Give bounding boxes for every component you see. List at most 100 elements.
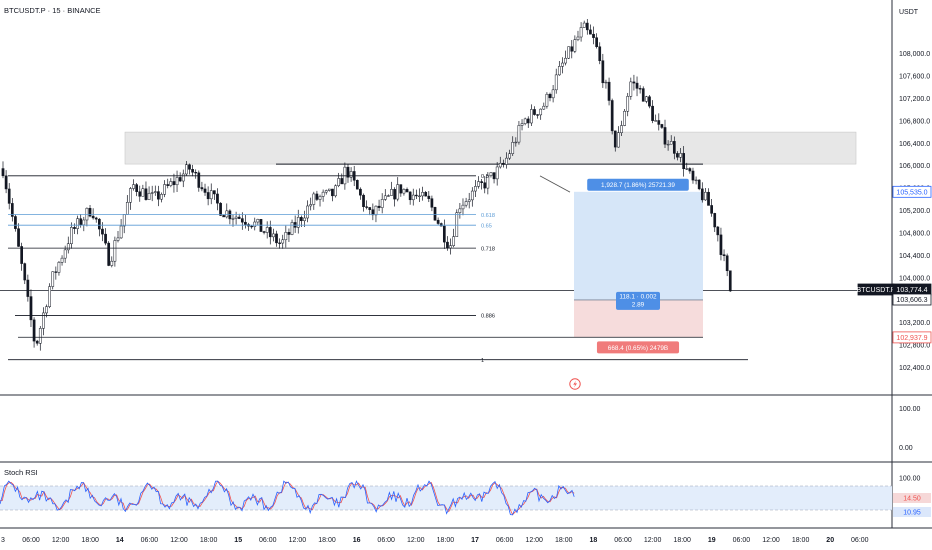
candle[interactable] xyxy=(355,179,359,190)
candle[interactable] xyxy=(520,119,524,131)
candle[interactable] xyxy=(42,307,45,336)
candle[interactable] xyxy=(250,225,253,229)
candle[interactable] xyxy=(610,98,614,135)
candle[interactable] xyxy=(181,169,185,188)
candle[interactable] xyxy=(651,100,654,124)
lightning-icon[interactable] xyxy=(569,378,581,390)
candle[interactable] xyxy=(209,183,213,205)
candle[interactable] xyxy=(480,179,483,190)
candle[interactable] xyxy=(393,187,396,207)
candle[interactable] xyxy=(51,271,55,290)
candle[interactable] xyxy=(492,172,496,184)
candle[interactable] xyxy=(284,225,288,248)
candle[interactable] xyxy=(272,228,275,242)
candle[interactable] xyxy=(542,102,546,110)
candle[interactable] xyxy=(234,211,238,225)
candle[interactable] xyxy=(676,151,679,161)
candle[interactable] xyxy=(116,230,120,243)
candle[interactable] xyxy=(200,181,204,192)
candle[interactable] xyxy=(212,190,216,200)
candle[interactable] xyxy=(470,187,474,207)
candle[interactable] xyxy=(576,30,580,42)
candle[interactable] xyxy=(138,185,142,202)
candle[interactable] xyxy=(498,156,502,169)
candle[interactable] xyxy=(533,106,536,116)
candle[interactable] xyxy=(402,188,406,196)
candle[interactable] xyxy=(163,180,166,198)
candle[interactable] xyxy=(505,152,508,169)
candle[interactable] xyxy=(629,77,633,100)
symbol-title[interactable]: BTCUSDT.P · 15 · BINANCE xyxy=(4,6,101,15)
candle[interactable] xyxy=(203,183,207,196)
candle[interactable] xyxy=(110,256,114,268)
candle[interactable] xyxy=(4,170,8,194)
candle[interactable] xyxy=(548,92,552,102)
candle[interactable] xyxy=(710,199,713,217)
supply-zone-rect[interactable] xyxy=(124,131,857,165)
candle[interactable] xyxy=(396,177,400,202)
candle[interactable] xyxy=(421,186,424,201)
candle[interactable] xyxy=(63,245,67,263)
candle[interactable] xyxy=(265,221,269,239)
candle[interactable] xyxy=(194,169,198,179)
candle[interactable] xyxy=(523,117,527,126)
candle[interactable] xyxy=(185,160,188,176)
candle[interactable] xyxy=(579,22,583,42)
candle[interactable] xyxy=(561,57,564,74)
time-axis[interactable]: 3 06:00 12:00 18:00 14 06:00 12:00 18:00 15 06:00… xyxy=(1,537,869,544)
candle[interactable] xyxy=(240,212,244,230)
candle[interactable] xyxy=(216,188,219,211)
candle[interactable] xyxy=(691,167,695,184)
candle[interactable] xyxy=(679,148,682,163)
candle[interactable] xyxy=(589,24,592,35)
stoch-rsi-label[interactable]: Stoch RSI xyxy=(4,468,38,477)
candle[interactable] xyxy=(141,184,145,197)
candle[interactable] xyxy=(178,172,182,183)
candle[interactable] xyxy=(427,191,431,203)
candle[interactable] xyxy=(256,218,260,226)
candle[interactable] xyxy=(303,210,306,228)
candle[interactable] xyxy=(129,187,132,210)
candle[interactable] xyxy=(219,202,222,217)
candle[interactable] xyxy=(380,193,384,214)
candle[interactable] xyxy=(113,236,117,267)
candle[interactable] xyxy=(530,104,533,127)
candle[interactable] xyxy=(526,116,530,128)
candle[interactable] xyxy=(222,214,226,218)
candle[interactable] xyxy=(268,220,272,245)
candlestick-series[interactable] xyxy=(1,19,732,351)
candle[interactable] xyxy=(595,33,598,49)
candle[interactable] xyxy=(296,209,300,234)
candle[interactable] xyxy=(585,19,589,35)
candle[interactable] xyxy=(666,140,670,151)
candle[interactable] xyxy=(508,149,511,161)
candle[interactable] xyxy=(172,173,176,193)
candle[interactable] xyxy=(567,46,571,60)
candle[interactable] xyxy=(514,137,518,147)
candle[interactable] xyxy=(483,176,487,194)
candle[interactable] xyxy=(399,184,403,197)
candle[interactable] xyxy=(231,214,235,227)
candle[interactable] xyxy=(632,74,636,91)
candle[interactable] xyxy=(26,274,30,302)
candle[interactable] xyxy=(91,208,95,220)
candle[interactable] xyxy=(545,92,549,109)
candle[interactable] xyxy=(169,178,173,188)
candle[interactable] xyxy=(539,108,543,120)
fibonacci-retracement[interactable]: 0.5 0.618 0.65 0.718 0.886 1 xyxy=(8,174,748,364)
candle[interactable] xyxy=(685,162,689,171)
candle[interactable] xyxy=(424,190,428,197)
candle[interactable] xyxy=(486,172,490,195)
candle[interactable] xyxy=(613,130,617,152)
candle[interactable] xyxy=(442,219,446,249)
candle[interactable] xyxy=(175,170,179,192)
candle[interactable] xyxy=(365,200,368,210)
candle[interactable] xyxy=(452,228,456,248)
candle[interactable] xyxy=(54,266,58,280)
candle[interactable] xyxy=(132,179,135,191)
candle[interactable] xyxy=(415,189,418,199)
candle[interactable] xyxy=(225,203,229,219)
candle[interactable] xyxy=(511,136,515,156)
candle[interactable] xyxy=(554,68,558,94)
candle[interactable] xyxy=(387,194,390,197)
